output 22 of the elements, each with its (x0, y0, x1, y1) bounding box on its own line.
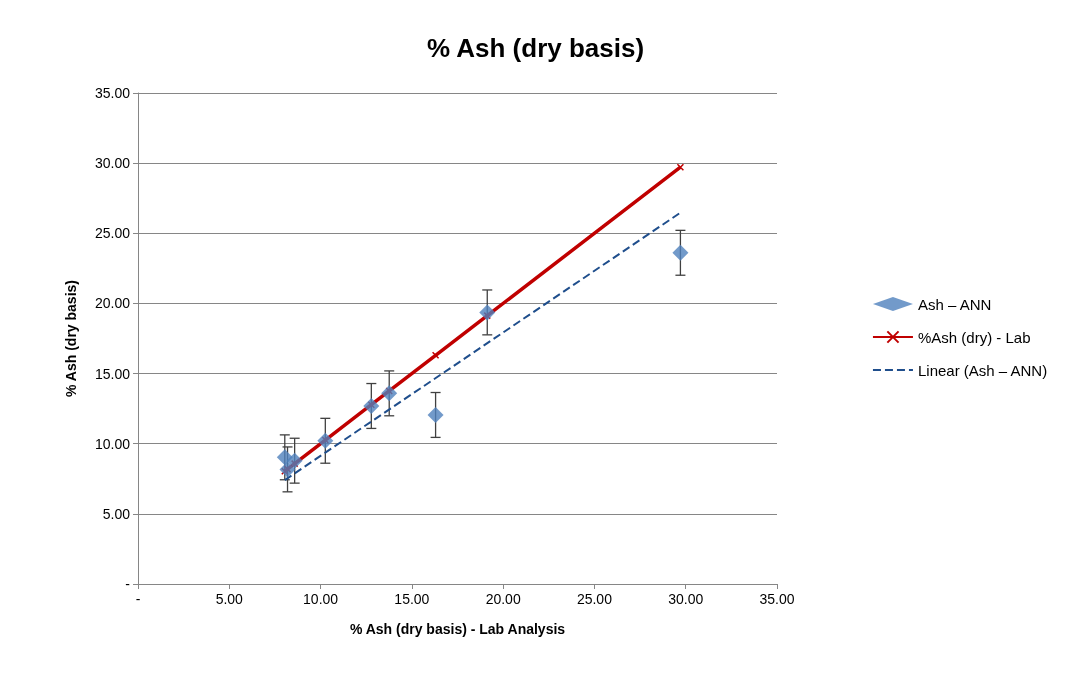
x-tick-label: 20.00 (485, 591, 521, 607)
chart-title: % Ash (dry basis) (426, 33, 645, 63)
legend-label: Linear (Ash – ANN) (917, 361, 1048, 379)
y-tick-label: 20.00 (94, 295, 131, 312)
x-tick-label: 30.00 (668, 591, 704, 607)
x-tick-label: 25.00 (576, 591, 613, 607)
x-tick-label: 5.00 (215, 591, 244, 607)
y-tick-label: 15.00 (94, 365, 131, 382)
legend-label: Ash – ANN (917, 295, 992, 313)
y-tick-label: 10.00 (94, 435, 131, 452)
y-tick-label: 5.00 (102, 505, 131, 522)
y-tick-label: - (125, 576, 131, 592)
x-tick-label: 10.00 (303, 591, 339, 607)
x-axis-title: % Ash (dry basis) - Lab Analysis (349, 621, 566, 637)
y-tick-label: 25.00 (94, 225, 131, 242)
legend-label: %Ash (dry) - Lab (917, 328, 1031, 346)
y-axis-title: % Ash (dry basis) (63, 280, 79, 397)
x-tick-label: 15.00 (394, 591, 430, 607)
y-tick-label: 30.00 (94, 155, 131, 172)
x-tick-label: 35.00 (759, 591, 795, 607)
y-tick-label: 35.00 (94, 85, 131, 101)
x-tick-label: - (135, 591, 141, 607)
